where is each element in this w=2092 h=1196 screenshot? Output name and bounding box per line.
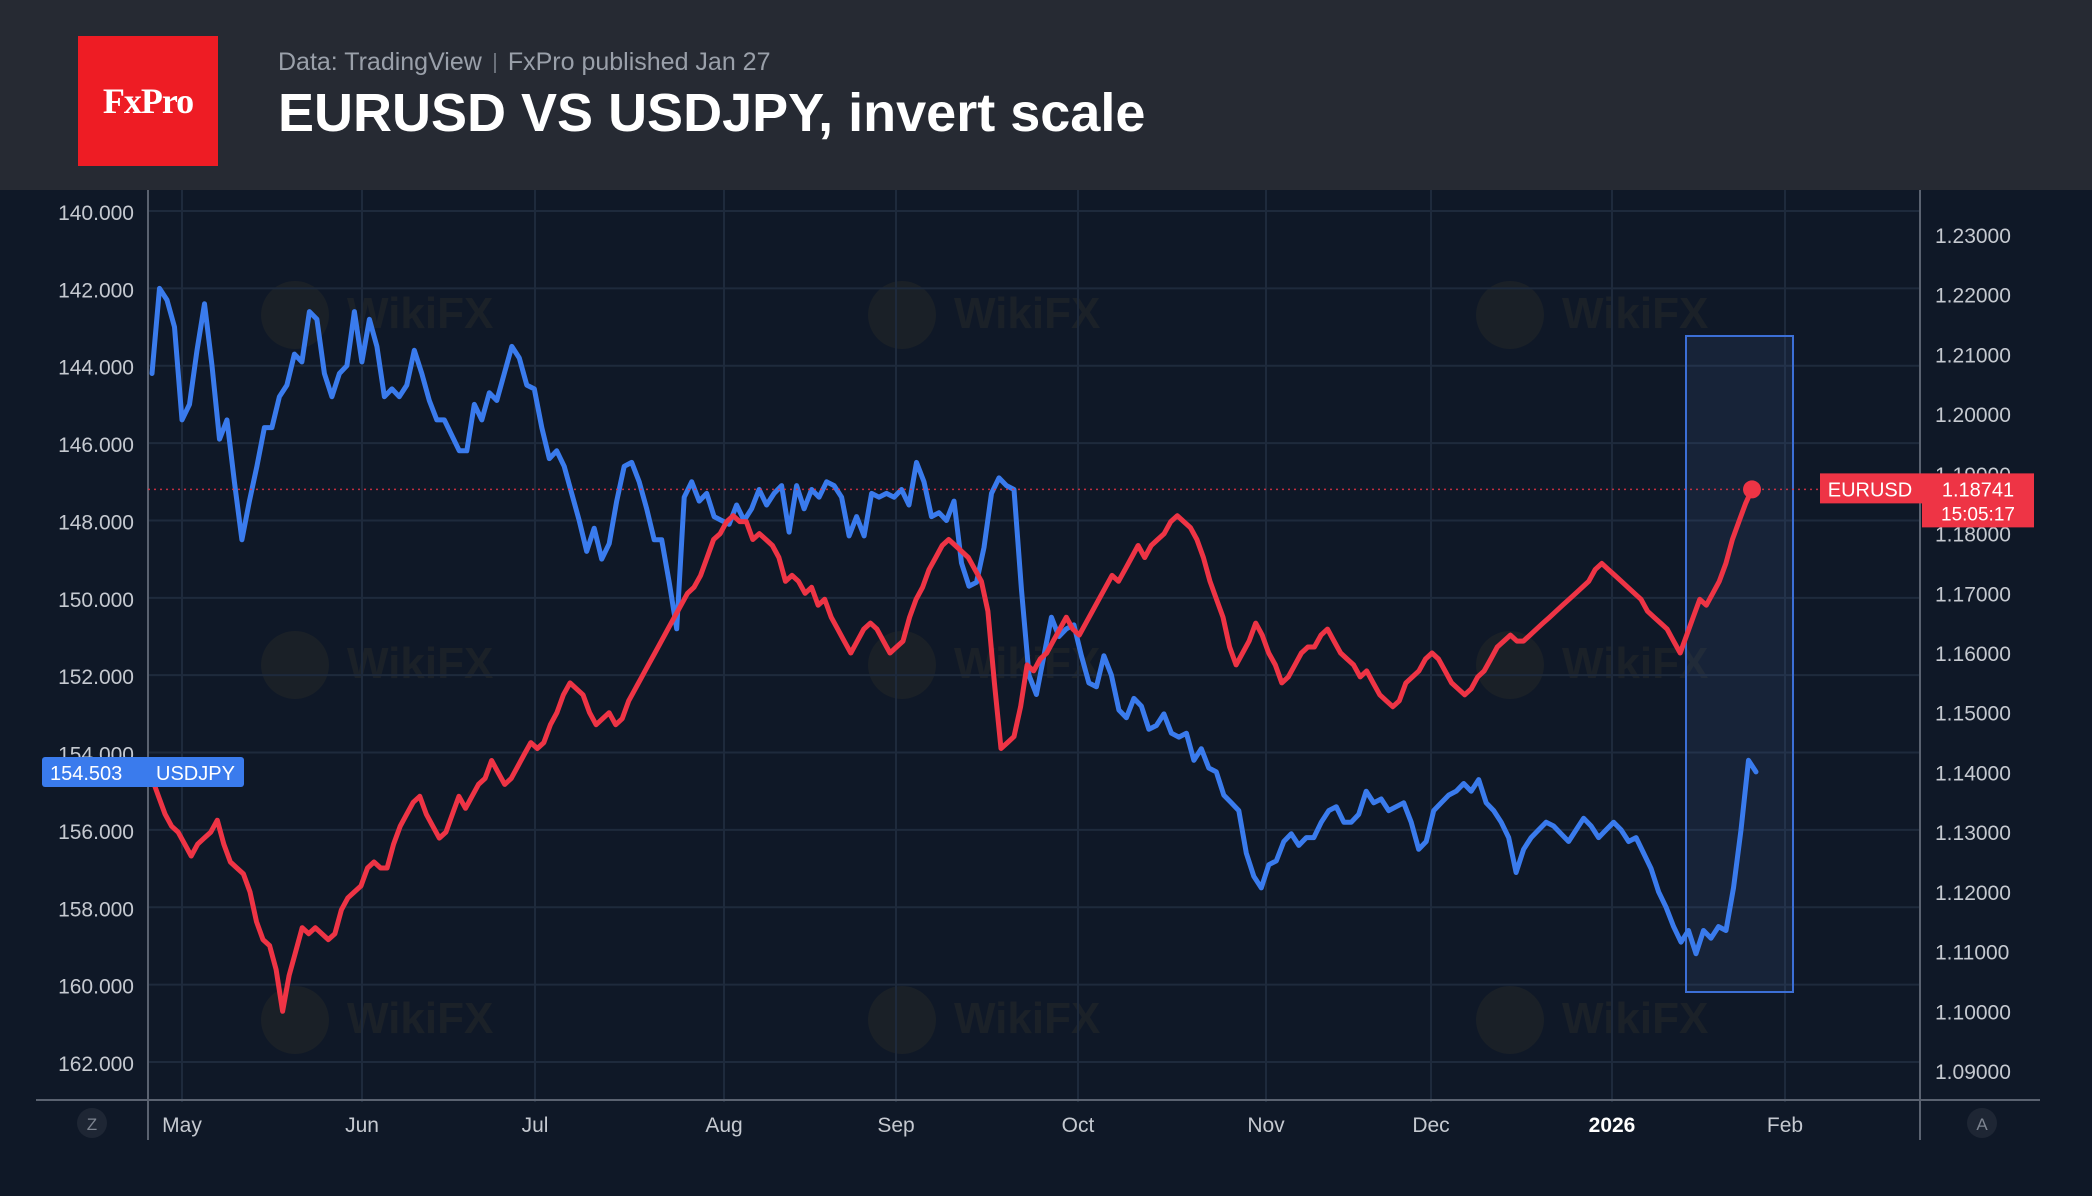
watermark-text: WikiFX <box>954 994 1100 1043</box>
eurusd-line <box>149 486 1755 1014</box>
usdjpy-name-label: USDJPY <box>156 763 235 785</box>
source-line: Data: TradingView FxPro published Jan 27 <box>278 48 771 77</box>
usdjpy-badge <box>42 757 244 788</box>
eurusd-value-badge <box>1922 473 2034 528</box>
left-tick-label: 140.000 <box>58 202 134 225</box>
left-tick-label: 148.000 <box>58 511 134 534</box>
x-tick-label: Oct <box>1062 1114 1095 1137</box>
right-tick-label: 1.09000 <box>1935 1061 2011 1084</box>
watermark-text: WikiFX <box>954 289 1100 338</box>
watermark-logo-icon <box>1476 986 1544 1054</box>
watermark-logo-icon <box>868 281 936 349</box>
usdjpy-line <box>149 285 1759 957</box>
eurusd-name-badge <box>1820 473 1922 504</box>
right-tick-label: 1.22000 <box>1935 285 2011 308</box>
auto-scale-button[interactable] <box>1967 1108 1997 1138</box>
watermark-logo-icon <box>868 986 936 1054</box>
x-tick-label: Jun <box>345 1114 379 1137</box>
watermark-logo-icon <box>261 986 329 1054</box>
fxpro-logo: FxPro <box>78 36 218 166</box>
separator <box>493 52 496 73</box>
usdjpy-value-label: 154.503 <box>50 763 122 785</box>
right-tick-label: 1.12000 <box>1935 882 2011 905</box>
x-tick-label: Dec <box>1412 1114 1449 1137</box>
eurusd-last-dot <box>1743 480 1761 499</box>
eurusd-name-label: EURUSD <box>1828 479 1912 501</box>
x-tick-label: Feb <box>1767 1114 1803 1137</box>
auto-scale-button-label[interactable]: A <box>1976 1115 1988 1134</box>
right-tick-label: 1.23000 <box>1935 225 2011 248</box>
grid-lines <box>148 190 1920 1102</box>
zoom-button-label[interactable]: Z <box>87 1115 97 1134</box>
eurusd-countdown-label: 15:05:17 <box>1941 504 2015 525</box>
logo-text: FxPro <box>102 81 194 121</box>
watermark-text: WikiFX <box>1562 994 1708 1043</box>
right-tick-label: 1.16000 <box>1935 643 2011 666</box>
watermark-logo-icon <box>261 631 329 699</box>
x-tick-label: Sep <box>877 1114 914 1137</box>
x-tick-label: Jul <box>522 1114 549 1137</box>
x-tick-label: Aug <box>705 1114 742 1137</box>
highlight-box-layer <box>1685 335 1794 993</box>
data-source: Data: TradingView <box>278 48 482 76</box>
left-tick-label: 156.000 <box>58 821 134 844</box>
x-tick-label: Nov <box>1247 1114 1285 1137</box>
right-tick-label: 1.10000 <box>1935 1001 2011 1024</box>
highlight-box <box>1685 335 1794 993</box>
axes-layer: 140.000 142.000 144.000 146.000 148.000 150.0… <box>36 190 2040 1140</box>
left-tick-label: 142.000 <box>58 279 134 302</box>
published-date: FxPro published Jan 27 <box>507 48 771 76</box>
watermark-logo-icon <box>1476 631 1544 699</box>
value-labels: EURUSD 1.18741 15:05:17 154.503 USDJPY <box>42 473 2034 788</box>
right-tick-label: 1.20000 <box>1935 404 2011 427</box>
header-bar: FxPro Data: TradingView FxPro published … <box>0 0 2092 190</box>
left-tick-label: 150.000 <box>58 589 134 612</box>
watermark-logo-icon <box>1476 281 1544 349</box>
zoom-button[interactable] <box>77 1108 107 1138</box>
left-tick-label: 160.000 <box>58 976 134 999</box>
left-tick-label: 162.000 <box>58 1053 134 1076</box>
right-tick-label: 1.21000 <box>1935 344 2011 367</box>
x-tick-label: May <box>162 1114 202 1137</box>
right-tick-label: 1.13000 <box>1935 822 2011 845</box>
left-tick-label: 158.000 <box>58 898 134 921</box>
watermark-text: WikiFX <box>347 994 493 1043</box>
watermark-text: WikiFX <box>1562 289 1708 338</box>
watermark-logo-icon <box>261 281 329 349</box>
x-tick-label: 2026 <box>1589 1114 1636 1137</box>
right-tick-label: 1.18000 <box>1935 524 2011 547</box>
left-tick-label: 152.000 <box>58 666 134 689</box>
chart-title: EURUSD VS USDJPY, invert scale <box>278 83 1146 143</box>
eurusd-value-label: 1.18741 <box>1942 479 2014 501</box>
left-tick-label: 144.000 <box>58 357 134 380</box>
right-tick-label: 1.11000 <box>1935 942 2009 965</box>
left-tick-label: 146.000 <box>58 434 134 457</box>
right-tick-label: 1.14000 <box>1935 762 2011 785</box>
right-tick-label: 1.15000 <box>1935 703 2011 726</box>
watermark-text: WikiFX <box>347 639 493 688</box>
right-tick-label: 1.17000 <box>1935 583 2011 606</box>
series-lines <box>149 285 1759 1014</box>
